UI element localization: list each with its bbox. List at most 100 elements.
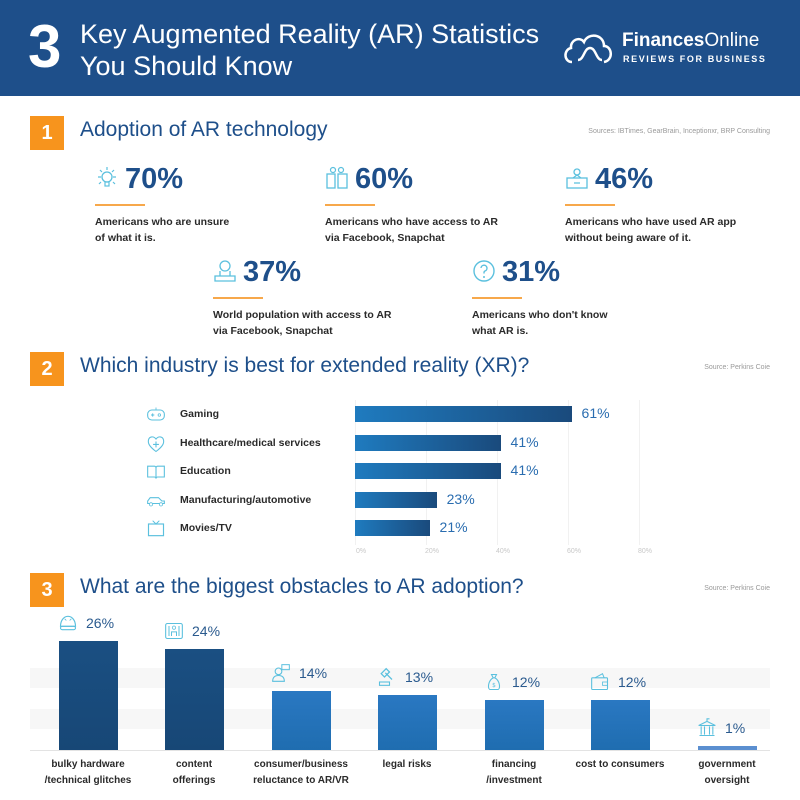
stat-description: Americans who don't know what AR is.	[472, 307, 672, 339]
helmet-icon	[59, 615, 77, 631]
stat-underline	[472, 297, 522, 299]
title-line-1: Key Augmented Reality (AR) Statistics	[80, 19, 540, 49]
x-tick-label: 20%	[424, 548, 440, 555]
bar	[590, 699, 650, 750]
value-label: 41%	[510, 433, 539, 450]
header-banner: 3 Key Augmented Reality (AR) Statistics …	[0, 0, 800, 96]
question-icon	[473, 260, 495, 282]
x-tick-label: 60%	[566, 548, 582, 555]
bar	[355, 406, 572, 422]
category-label: consumer/business reluctance to AR/VR	[241, 757, 361, 789]
value-label: 41%	[510, 462, 539, 478]
x-tick-label: 80%	[637, 548, 653, 555]
stat-desc-line: Americans who have access to AR	[325, 216, 498, 228]
stat-desc-line: Americans who don't know	[472, 309, 608, 321]
category-label: Healthcare/medical services	[180, 436, 321, 449]
bar-row: Movies/TV	[145, 519, 665, 539]
value-label: 14%	[299, 665, 328, 682]
bar	[355, 434, 501, 451]
category-label-line: cost to consumers	[575, 759, 665, 770]
x-gridline	[639, 400, 640, 545]
svg-text:$: $	[492, 683, 496, 689]
category-label-line: financing	[491, 759, 537, 770]
stat-desc-line: what AR is.	[472, 325, 529, 337]
stat-desc-line: Americans who are unsure	[95, 216, 230, 228]
x-gridline	[568, 400, 569, 545]
section-number-badge: 2	[30, 352, 64, 386]
social-apps-icon	[326, 166, 348, 189]
bar	[697, 745, 757, 750]
section-1-header: 1 Adoption of AR technology Sources: IBT…	[30, 116, 770, 150]
bar-row: Gaming	[145, 405, 665, 425]
category-label: financing/investment	[454, 757, 574, 789]
value-label: 23%	[446, 490, 475, 507]
section-source: Source: Perkins Coie	[704, 585, 770, 592]
vr-room-icon	[165, 623, 183, 640]
bar	[377, 695, 437, 750]
section-2-header: 2 Which industry is best for extended re…	[30, 352, 770, 386]
section-source: Source: Perkins Coie	[704, 364, 770, 371]
bar-row: Manufacturing/automotive	[145, 491, 665, 511]
category-label: Gaming	[180, 408, 220, 420]
book-icon	[147, 465, 165, 479]
financesonline-logo[interactable]: FinancesOnline REVIEWS FOR BUSINESS	[562, 28, 782, 68]
gavel-icon	[378, 668, 393, 687]
brand-name: FinancesOnline	[622, 30, 759, 52]
cloud-logo-icon	[564, 34, 612, 64]
category-label-line: bulky hardware	[51, 759, 125, 770]
stat-desc-line: of what it is.	[95, 232, 156, 244]
stat-value: 70%	[125, 163, 184, 195]
person-screen-icon	[272, 664, 290, 683]
government-building-icon	[698, 718, 716, 736]
stat-desc-line: without being aware of it.	[565, 232, 691, 244]
value-label: 1%	[725, 719, 746, 736]
bar	[484, 699, 544, 750]
lightbulb-icon	[98, 167, 116, 187]
bar-row: Healthcare/medical services	[145, 434, 665, 454]
category-label-line: offerings	[172, 775, 216, 786]
stat-value: 31%	[502, 256, 561, 288]
chart-baseline	[30, 750, 770, 751]
value-label: 12%	[512, 673, 541, 690]
section-source: Sources: IBTimes, GearBrain, Inceptionxr…	[588, 128, 770, 135]
stat-value: 37%	[243, 256, 302, 288]
ar-headset-icon	[566, 168, 588, 189]
category-label-line: reluctance to AR/VR	[253, 775, 349, 786]
stat-underline	[213, 297, 263, 299]
stat-value: 46%	[595, 163, 654, 195]
category-label-line: consumer/business	[254, 759, 348, 770]
title-line-2: You Should Know	[80, 51, 293, 81]
wallet-icon	[591, 672, 609, 690]
value-label: 61%	[581, 405, 610, 421]
stat-desc-line: World population with access to AR	[213, 309, 392, 321]
category-label: cost to consumers	[560, 757, 680, 773]
bar-row: Education	[145, 462, 665, 482]
category-label: legal risks	[347, 757, 467, 773]
brand-tagline: REVIEWS FOR BUSINESS	[623, 54, 767, 64]
header-number: 3	[28, 13, 62, 80]
category-label-line: government	[698, 759, 756, 770]
section-number-badge: 3	[30, 573, 64, 607]
stat-desc-line: Americans who have used AR app	[565, 216, 737, 228]
car-icon	[147, 496, 165, 506]
heart-medical-icon	[147, 435, 165, 452]
value-label: 13%	[405, 669, 434, 686]
bar	[271, 691, 331, 750]
value-label: 21%	[439, 519, 468, 535]
stat-description: Americans who have access to AR via Faceb…	[325, 214, 525, 246]
gamepad-icon	[147, 407, 165, 421]
x-tick-label: 0%	[355, 548, 367, 555]
section-3-header: 3 What are the biggest obstacles to AR a…	[30, 573, 770, 607]
category-label: bulky hardware/technical glitches	[28, 757, 148, 789]
bar	[355, 463, 501, 479]
stat-description: World population with access to AR via Fa…	[213, 307, 433, 339]
stat-underline	[325, 204, 375, 206]
chart-band	[30, 668, 770, 688]
page-title: Key Augmented Reality (AR) Statistics Yo…	[80, 18, 539, 82]
x-tick-label: 40%	[495, 548, 511, 555]
value-label: 24%	[192, 623, 221, 640]
category-label-line: oversight	[704, 775, 750, 786]
stat-desc-line: via Facebook, Snapchat	[213, 325, 333, 337]
section-number-badge: 1	[30, 116, 64, 150]
section-title: Adoption of AR technology	[80, 118, 328, 141]
